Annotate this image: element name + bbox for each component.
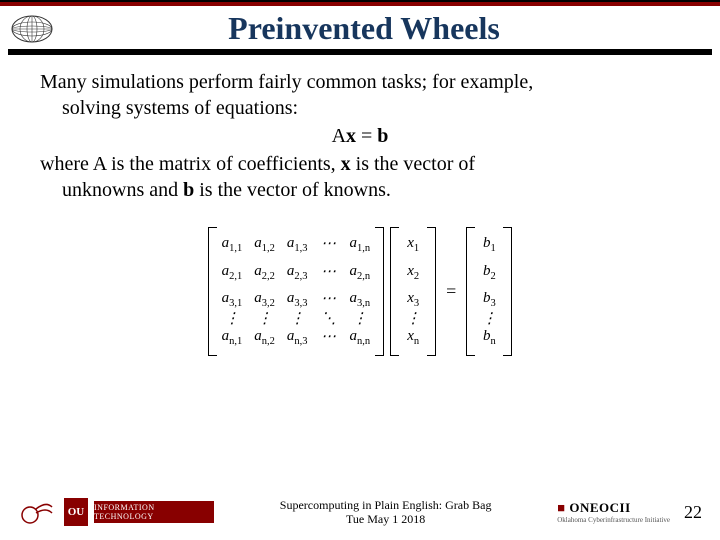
page-number: 22 xyxy=(684,502,702,523)
vector-b: b1 b2 b3 ⋮ bn xyxy=(466,227,512,356)
body-line: where A is the matrix of coefficients, x… xyxy=(40,151,680,177)
footer-left-logos: OU INFORMATION TECHNOLOGY xyxy=(18,496,214,528)
body-line: unknowns and b is the vector of knowns. xyxy=(40,177,680,203)
footer-right: ■ ONEOCII Oklahoma Cyberinfrastructure I… xyxy=(557,500,702,524)
footer-title: Supercomputing in Plain English: Grab Ba… xyxy=(214,498,557,512)
globe-icon xyxy=(8,12,56,46)
oscer-logo xyxy=(18,496,58,528)
footer-date: Tue May 1 2018 xyxy=(214,512,557,526)
slide-title: Preinvented Wheels xyxy=(64,10,712,47)
onecii-logo: ■ ONEOCII Oklahoma Cyberinfrastructure I… xyxy=(557,500,670,524)
footer-center: Supercomputing in Plain English: Grab Ba… xyxy=(214,498,557,527)
matrix-A: a1,1a1,2a1,3⋯a1,n a2,1a2,2a2,3⋯a2,n a3,1… xyxy=(208,227,385,356)
matrix-equation: a1,1a1,2a1,3⋯a1,n a2,1a2,2a2,3⋯a2,n a3,1… xyxy=(40,227,680,356)
equation: Ax = b xyxy=(40,123,680,149)
equals-sign: = xyxy=(442,280,460,303)
body-line: Many simulations perform fairly common t… xyxy=(40,69,680,95)
vector-x: x1 x2 x3 ⋮ xn xyxy=(390,227,436,356)
body-content: Many simulations perform fairly common t… xyxy=(0,55,720,356)
body-line: solving systems of equations: xyxy=(40,95,680,121)
title-row: Preinvented Wheels xyxy=(0,6,720,47)
it-logo: INFORMATION TECHNOLOGY xyxy=(94,501,214,523)
ou-logo: OU xyxy=(64,498,88,526)
footer: OU INFORMATION TECHNOLOGY Supercomputing… xyxy=(0,496,720,528)
